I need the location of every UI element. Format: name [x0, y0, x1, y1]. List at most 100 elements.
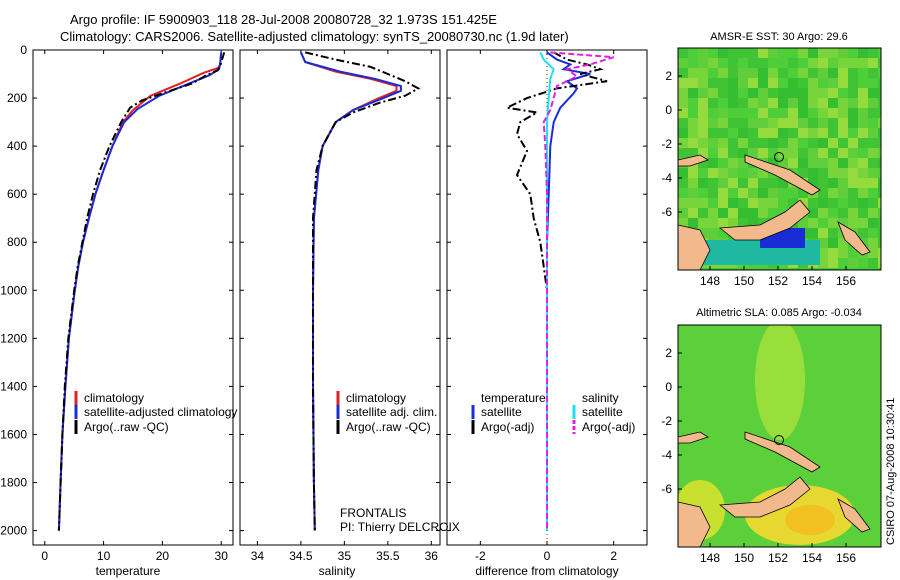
sst-tile	[738, 138, 748, 148]
sst-tile	[808, 208, 818, 218]
sst-tile	[788, 118, 798, 128]
sst-tile	[848, 48, 858, 58]
sst-tile	[748, 88, 758, 98]
sst-tile	[738, 108, 748, 118]
sst-tile	[738, 158, 748, 168]
sst-tile	[818, 118, 828, 128]
sla-argo-marker	[774, 435, 784, 445]
sst-tile	[728, 178, 738, 188]
legend-label-satellite: satellite adj. clim.	[346, 405, 437, 419]
map-y-tick-label: -2	[661, 137, 672, 151]
sla-high-anomaly-core	[785, 505, 835, 535]
sst-tile	[688, 208, 698, 218]
sst-tile	[698, 48, 708, 58]
sst-tile	[798, 108, 808, 118]
map-x-tick-label: 156	[836, 551, 856, 565]
sst-tile	[868, 88, 878, 98]
sst-tile	[788, 98, 798, 108]
sst-tile	[748, 198, 758, 208]
sst-tile	[868, 108, 878, 118]
sst-tile	[718, 58, 728, 68]
sst-tile	[798, 98, 808, 108]
sst-tile	[868, 68, 878, 78]
header-title-line2: Climatology: CARS2006. Satellite-adjuste…	[60, 29, 569, 44]
map-y-tick-label: 2	[665, 69, 672, 83]
legend-label-climatology: climatology	[346, 391, 406, 405]
sst-tile	[688, 88, 698, 98]
sst-tile	[868, 78, 878, 88]
map-x-tick-label: 148	[700, 274, 720, 288]
sst-tile	[838, 178, 848, 188]
sst-tile	[708, 178, 718, 188]
sst-tile	[858, 58, 868, 68]
sst-tile	[878, 88, 881, 98]
map-x-tick-label: 154	[802, 551, 822, 565]
sst-tile	[698, 208, 708, 218]
sst-tile	[778, 68, 788, 78]
sst-tile	[728, 148, 738, 158]
sst-tile	[828, 108, 838, 118]
sst-land-west	[678, 154, 709, 167]
sst-tile	[758, 148, 768, 158]
sst-tile	[808, 128, 818, 138]
sst-tile	[838, 108, 848, 118]
sst-tile	[718, 158, 728, 168]
sst-tile	[748, 48, 758, 58]
sst-tile	[758, 188, 768, 198]
sst-tile	[878, 68, 881, 78]
sst-tile	[878, 158, 881, 168]
sst-tile	[678, 208, 688, 218]
legend-label-sal-argo: Argo(-adj)	[582, 420, 635, 434]
sst-tile	[688, 128, 698, 138]
sst-tile	[768, 158, 778, 168]
sst-tile	[678, 148, 688, 158]
sst-tile	[858, 198, 868, 208]
sst-tile	[728, 58, 738, 68]
sst-tile	[738, 118, 748, 128]
sst-tile	[748, 208, 758, 218]
sst-tile	[698, 78, 708, 88]
sst-tile	[788, 128, 798, 138]
sst-tile	[748, 188, 758, 198]
sst-tile	[698, 148, 708, 158]
sla-land-west	[678, 431, 709, 444]
sst-tile	[808, 178, 818, 188]
sst-tile	[838, 258, 848, 268]
sst-tile	[738, 128, 748, 138]
legend-label-temp-argo: Argo(-adj)	[481, 420, 534, 434]
sst-tile	[788, 148, 798, 158]
sst-tile	[688, 78, 698, 88]
sst-tile	[878, 198, 881, 208]
sst-tile	[868, 208, 878, 218]
sst-tile	[858, 188, 868, 198]
sst-tile	[868, 148, 878, 158]
sst-tile	[738, 48, 748, 58]
sst-tile	[868, 188, 878, 198]
sst-tile	[848, 198, 858, 208]
map-y-tick-label: -4	[661, 171, 672, 185]
sst-tile	[798, 218, 808, 228]
sst-tile	[688, 218, 698, 228]
sst-tile	[838, 188, 848, 198]
sst-tile	[868, 228, 878, 238]
sst-tile	[848, 78, 858, 88]
sst-tile	[858, 178, 868, 188]
sst-tile	[718, 218, 728, 228]
legend-label-climatology: climatology	[84, 391, 144, 405]
sst-tile	[688, 178, 698, 188]
sst-tile	[878, 128, 881, 138]
sst-tile	[728, 128, 738, 138]
sst-tile	[798, 188, 808, 198]
sst-tile	[768, 118, 778, 128]
sst-tile	[768, 208, 778, 218]
sst-tile	[818, 108, 828, 118]
legend-heading-salinity: salinity	[582, 391, 619, 405]
sst-tile	[688, 68, 698, 78]
sst-tile	[688, 98, 698, 108]
sst-tile	[788, 108, 798, 118]
sst-tile	[708, 198, 718, 208]
sst-tile	[678, 138, 688, 148]
y-tick-label: 1800	[0, 476, 27, 490]
legend-label-temp-satellite: satellite	[481, 405, 522, 419]
sst-tile	[788, 158, 798, 168]
